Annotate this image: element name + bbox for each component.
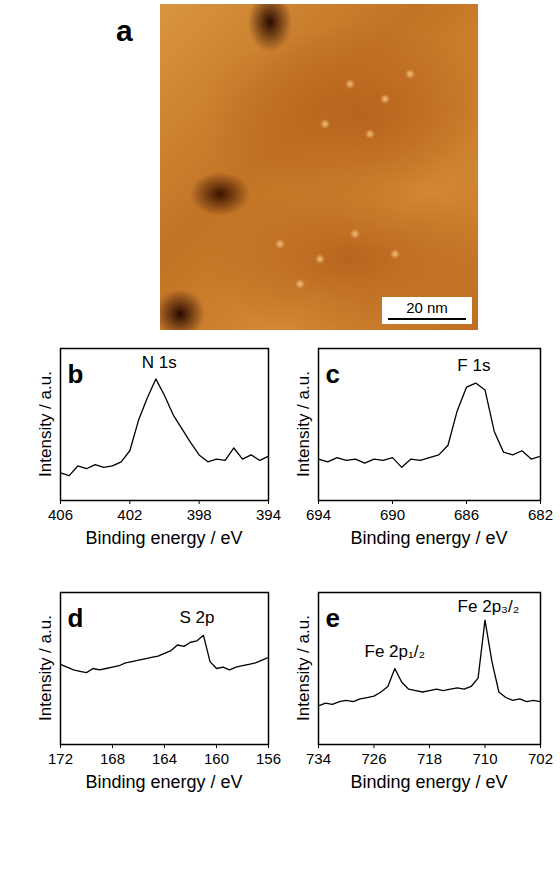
svg-text:398: 398 [187, 506, 212, 523]
html-text:20 nm: 20 nm [406, 299, 448, 316]
html-text:Intensity / a.u.: Intensity / a.u. [294, 371, 313, 477]
html-text:Binding energy / eV: Binding energy / eV [350, 772, 508, 792]
svg-text:164: 164 [152, 750, 177, 767]
svg-text:Fe 2p₁/₂: Fe 2p₁/₂ [365, 642, 426, 661]
html-text:Intensity / a.u.: Intensity / a.u. [294, 615, 313, 721]
svg-text:c: c [326, 359, 340, 389]
svg-text:S 2p: S 2p [180, 608, 215, 627]
html-text:Binding energy / eV: Binding energy / eV [350, 528, 508, 548]
html-text:Intensity / a.u.: Intensity / a.u. [36, 371, 55, 477]
svg-text:Fe 2p₃/₂: Fe 2p₃/₂ [458, 597, 520, 616]
svg-text:726: 726 [361, 750, 386, 767]
html-text:Binding energy / eV: Binding energy / eV [85, 528, 243, 548]
svg-text:702: 702 [528, 750, 553, 767]
svg-text:694: 694 [306, 506, 331, 523]
svg-text:686: 686 [454, 506, 479, 523]
svg-text:406: 406 [48, 506, 73, 523]
svg-text:402: 402 [117, 506, 142, 523]
svg-text:394: 394 [256, 506, 281, 523]
html-text:a: a [116, 14, 133, 47]
svg-text:690: 690 [380, 506, 405, 523]
svg-text:734: 734 [306, 750, 331, 767]
svg-text:160: 160 [204, 750, 229, 767]
svg-text:d: d [68, 603, 84, 633]
svg-text:718: 718 [417, 750, 442, 767]
svg-text:F 1s: F 1s [457, 356, 490, 375]
svg-text:e: e [326, 603, 340, 633]
svg-text:682: 682 [528, 506, 553, 523]
html-text:Intensity / a.u.: Intensity / a.u. [36, 615, 55, 721]
svg-text:172: 172 [48, 750, 73, 767]
svg-text:N 1s: N 1s [142, 353, 177, 372]
html-text:Binding energy / eV: Binding energy / eV [85, 772, 243, 792]
svg-text:710: 710 [472, 750, 497, 767]
svg-text:b: b [68, 359, 84, 389]
svg-text:168: 168 [100, 750, 125, 767]
svg-text:156: 156 [256, 750, 281, 767]
